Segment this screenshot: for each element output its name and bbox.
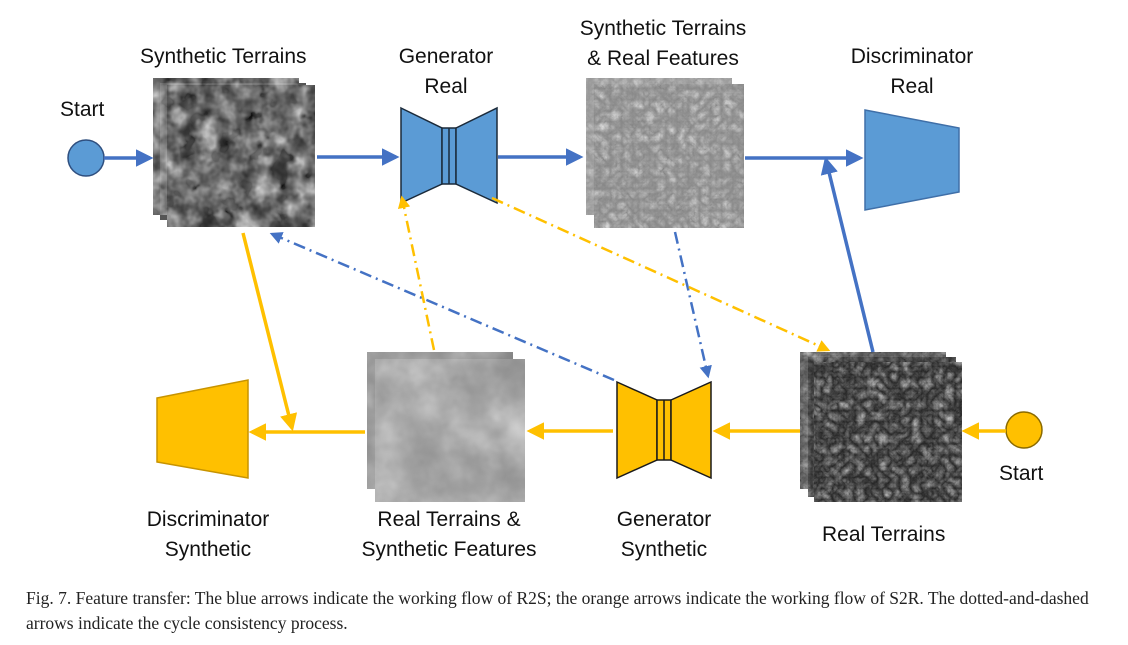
figure-caption: Fig. 7. Feature transfer: The blue arrow… — [26, 588, 1089, 633]
discriminator-real-label-line1: Discriminator — [850, 45, 974, 68]
real-synthetic-features-label-line2: Synthetic Features — [361, 538, 537, 561]
synthetic-real-features-stack — [586, 78, 744, 228]
generator-synthetic-network — [616, 380, 712, 480]
generator-synthetic-label-line1: Generator — [616, 508, 712, 531]
discriminator-synthetic-label: Discriminator Synthetic — [136, 505, 280, 565]
discriminator-synthetic-label-line1: Discriminator — [146, 508, 270, 531]
synthetic-real-features-label-line1: Synthetic Terrains — [579, 17, 747, 40]
start-node-bottom — [1005, 411, 1043, 449]
blue-solid-arrows — [104, 148, 875, 353]
generator-real-label-line2: Real — [424, 75, 468, 98]
discriminator-real-network — [864, 109, 960, 211]
synthetic-terrains-label: Synthetic Terrains — [140, 45, 307, 68]
generator-real-label-line1: Generator — [398, 45, 494, 68]
synthetic-real-features-label: Synthetic Terrains & Real Features — [567, 14, 759, 74]
real-synthetic-features-stack — [367, 352, 525, 502]
real-synthetic-features-label: Real Terrains & Synthetic Features — [352, 505, 546, 565]
discriminator-real-label-line2: Real — [890, 75, 934, 98]
synthetic-real-features-label-line2: & Real Features — [587, 47, 739, 70]
real-synthetic-features-label-line1: Real Terrains & — [377, 508, 521, 531]
start-node-top — [67, 139, 105, 177]
discriminator-synthetic-network — [156, 379, 249, 479]
generator-synthetic-label: Generator Synthetic — [606, 505, 722, 565]
generator-real-network — [400, 106, 498, 205]
generator-real-label: Generator Real — [392, 42, 500, 102]
discriminator-real-label: Discriminator Real — [840, 42, 984, 102]
start-label-bottom: Start — [999, 462, 1044, 485]
start-label-top: Start — [60, 98, 105, 121]
synthetic-terrains-stack — [153, 78, 315, 227]
real-terrains-stack — [800, 352, 962, 502]
discriminator-synthetic-label-line2: Synthetic — [164, 538, 252, 561]
cycle-consistency-arrows — [269, 195, 831, 382]
generator-synthetic-label-line2: Synthetic — [620, 538, 708, 561]
orange-solid-arrows — [241, 232, 1006, 441]
real-terrains-label: Real Terrains — [822, 523, 946, 546]
